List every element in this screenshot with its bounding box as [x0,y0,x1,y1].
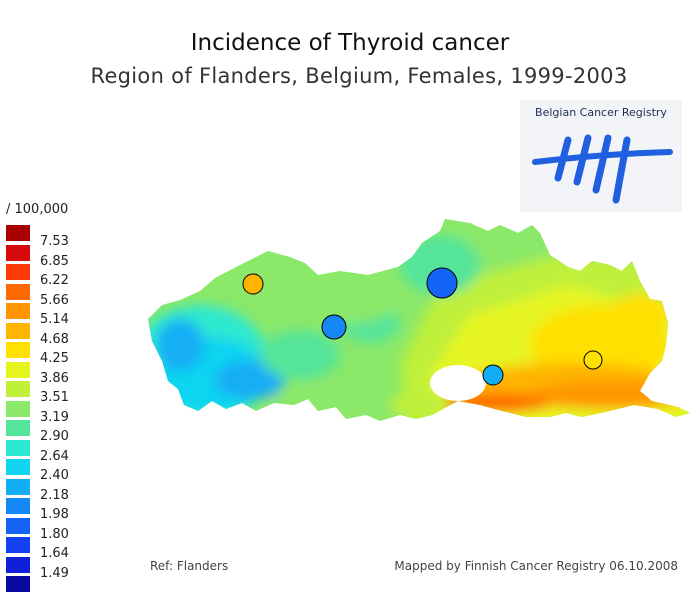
legend-label: 5.14 [40,312,69,327]
legend-swatch [6,381,30,397]
legend-label: 1.80 [40,526,69,542]
legend-unit: / 100,000 [6,202,69,217]
legend-label: 2.64 [40,448,69,464]
legend-swatch [6,264,30,280]
map-title: Incidence of Thyroid cancer [190,30,510,56]
legend-swatch [6,244,30,261]
legend-label: 1.49 [40,565,69,581]
legend-label: 4.25 [40,351,69,366]
flanders-map [148,219,690,421]
legend-row: 4.68 [6,322,96,347]
legend-row: 6.22 [6,264,96,288]
legend-swatch [6,576,30,592]
legend-label: 2.40 [40,468,69,483]
legend-swatch [6,517,30,534]
legend-swatch [6,283,30,300]
legend-swatch [6,303,30,319]
legend-label: 7.53 [40,234,69,249]
marker-west [242,273,264,295]
legend-row: 6.85 [6,244,96,269]
legend-row: 1.49 [6,556,96,581]
belgian-cancer-registry-logo: Belgian Cancer Registry [520,100,682,212]
legend-row: 4.25 [6,342,96,366]
legend-row: 3.86 [6,361,96,386]
legend-row: 3.51 [6,381,96,405]
legend-label: 6.85 [40,253,69,269]
marker-leuven [482,364,504,386]
legend-row: 1.98 [6,498,96,522]
tally-marks-icon [532,134,673,204]
legend-label: 1.98 [40,507,69,522]
reference-note: Ref: Flanders [150,559,229,573]
legend-label: 3.19 [40,409,69,425]
logo-text: Belgian Cancer Registry [535,106,667,119]
map-surface [148,219,690,421]
legend-label: 2.18 [40,487,69,503]
legend-label: 3.51 [40,390,69,405]
legend-row: 1.64 [6,537,96,561]
legend-swatch [6,439,30,456]
legend-row: 5.14 [6,303,96,327]
legend-label: 6.22 [40,273,69,288]
legend-row: 3.19 [6,400,96,425]
legend-row: 2.18 [6,478,96,503]
legend-row: 2.64 [6,439,96,464]
legend-swatch [6,400,30,417]
legend-row: 2.40 [6,459,96,483]
legend-swatch [6,322,30,339]
legend-label: 2.90 [40,429,69,444]
legend-swatch [6,361,30,378]
map-subtitle: Region of Flanders, Belgium, Females, 19… [90,64,628,88]
legend-swatch [6,478,30,495]
legend-row [6,576,96,596]
legend-swatch [6,420,30,436]
marker-east [583,350,603,370]
legend-swatch [6,498,30,514]
legend-swatch [6,225,30,241]
legend-swatch [6,537,30,553]
marker-central-west [321,314,347,340]
legend-label: 1.64 [40,546,69,561]
legend-row: 7.53 [6,225,96,249]
marker-antwerp [426,267,458,299]
marker-layer [242,267,603,386]
legend-row: 1.80 [6,517,96,542]
legend-swatch [6,556,30,573]
legend-label: 4.68 [40,331,69,347]
legend-swatch [6,459,30,475]
legend-row: 2.90 [6,420,96,444]
legend-swatch [6,342,30,358]
legend-row: 5.66 [6,283,96,308]
legend-label: 3.86 [40,370,69,386]
legend-label: 5.66 [40,292,69,308]
mapped-by-credit: Mapped by Finnish Cancer Registry 06.10.… [394,559,678,573]
